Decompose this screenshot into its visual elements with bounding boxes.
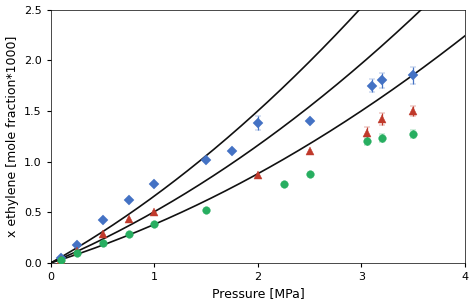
Y-axis label: x ethylene [mole fraction*1000]: x ethylene [mole fraction*1000] — [6, 35, 18, 237]
X-axis label: Pressure [MPa]: Pressure [MPa] — [211, 287, 304, 300]
